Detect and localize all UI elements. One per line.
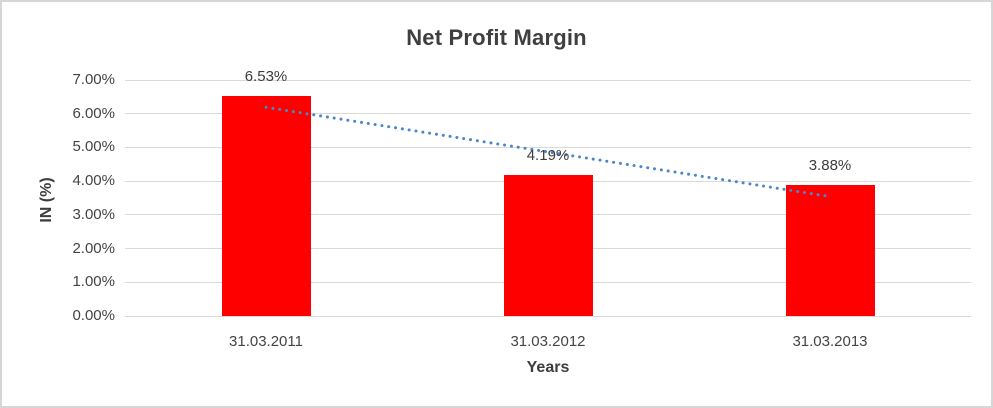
trendline <box>264 105 832 199</box>
y-tick-label: 4.00% <box>72 172 115 190</box>
bar-value-label: 3.88% <box>808 157 852 175</box>
bar <box>785 185 875 316</box>
y-tick-label: 3.00% <box>72 205 115 223</box>
gridline <box>125 113 971 115</box>
trendline-path <box>264 105 832 199</box>
x-tick-label: 31.03.2013 <box>792 333 868 350</box>
y-tick-label: 5.00% <box>72 138 115 156</box>
x-tick-label: 31.03.2011 <box>229 333 303 350</box>
chart-title: Net Profit Margin <box>406 25 587 50</box>
gridline <box>125 315 971 317</box>
y-tick-label: 6.00% <box>72 104 115 122</box>
gridline <box>125 146 971 148</box>
x-axis-title: Years <box>526 359 570 376</box>
x-tick-label: 31.03.2012 <box>510 333 586 350</box>
gridline <box>125 79 971 81</box>
bar-value-label: 6.53% <box>244 67 288 85</box>
bar <box>221 95 311 316</box>
plot-area: 6.53% 4.19% 3.88% <box>125 68 971 317</box>
y-tick-label: 2.00% <box>72 239 115 257</box>
y-tick-label: 0.00% <box>72 307 115 324</box>
y-tick-label: 7.00% <box>72 71 115 88</box>
y-tick-label: 1.00% <box>72 273 115 291</box>
bar <box>503 174 593 316</box>
bar-value-label: 4.19% <box>526 146 570 164</box>
